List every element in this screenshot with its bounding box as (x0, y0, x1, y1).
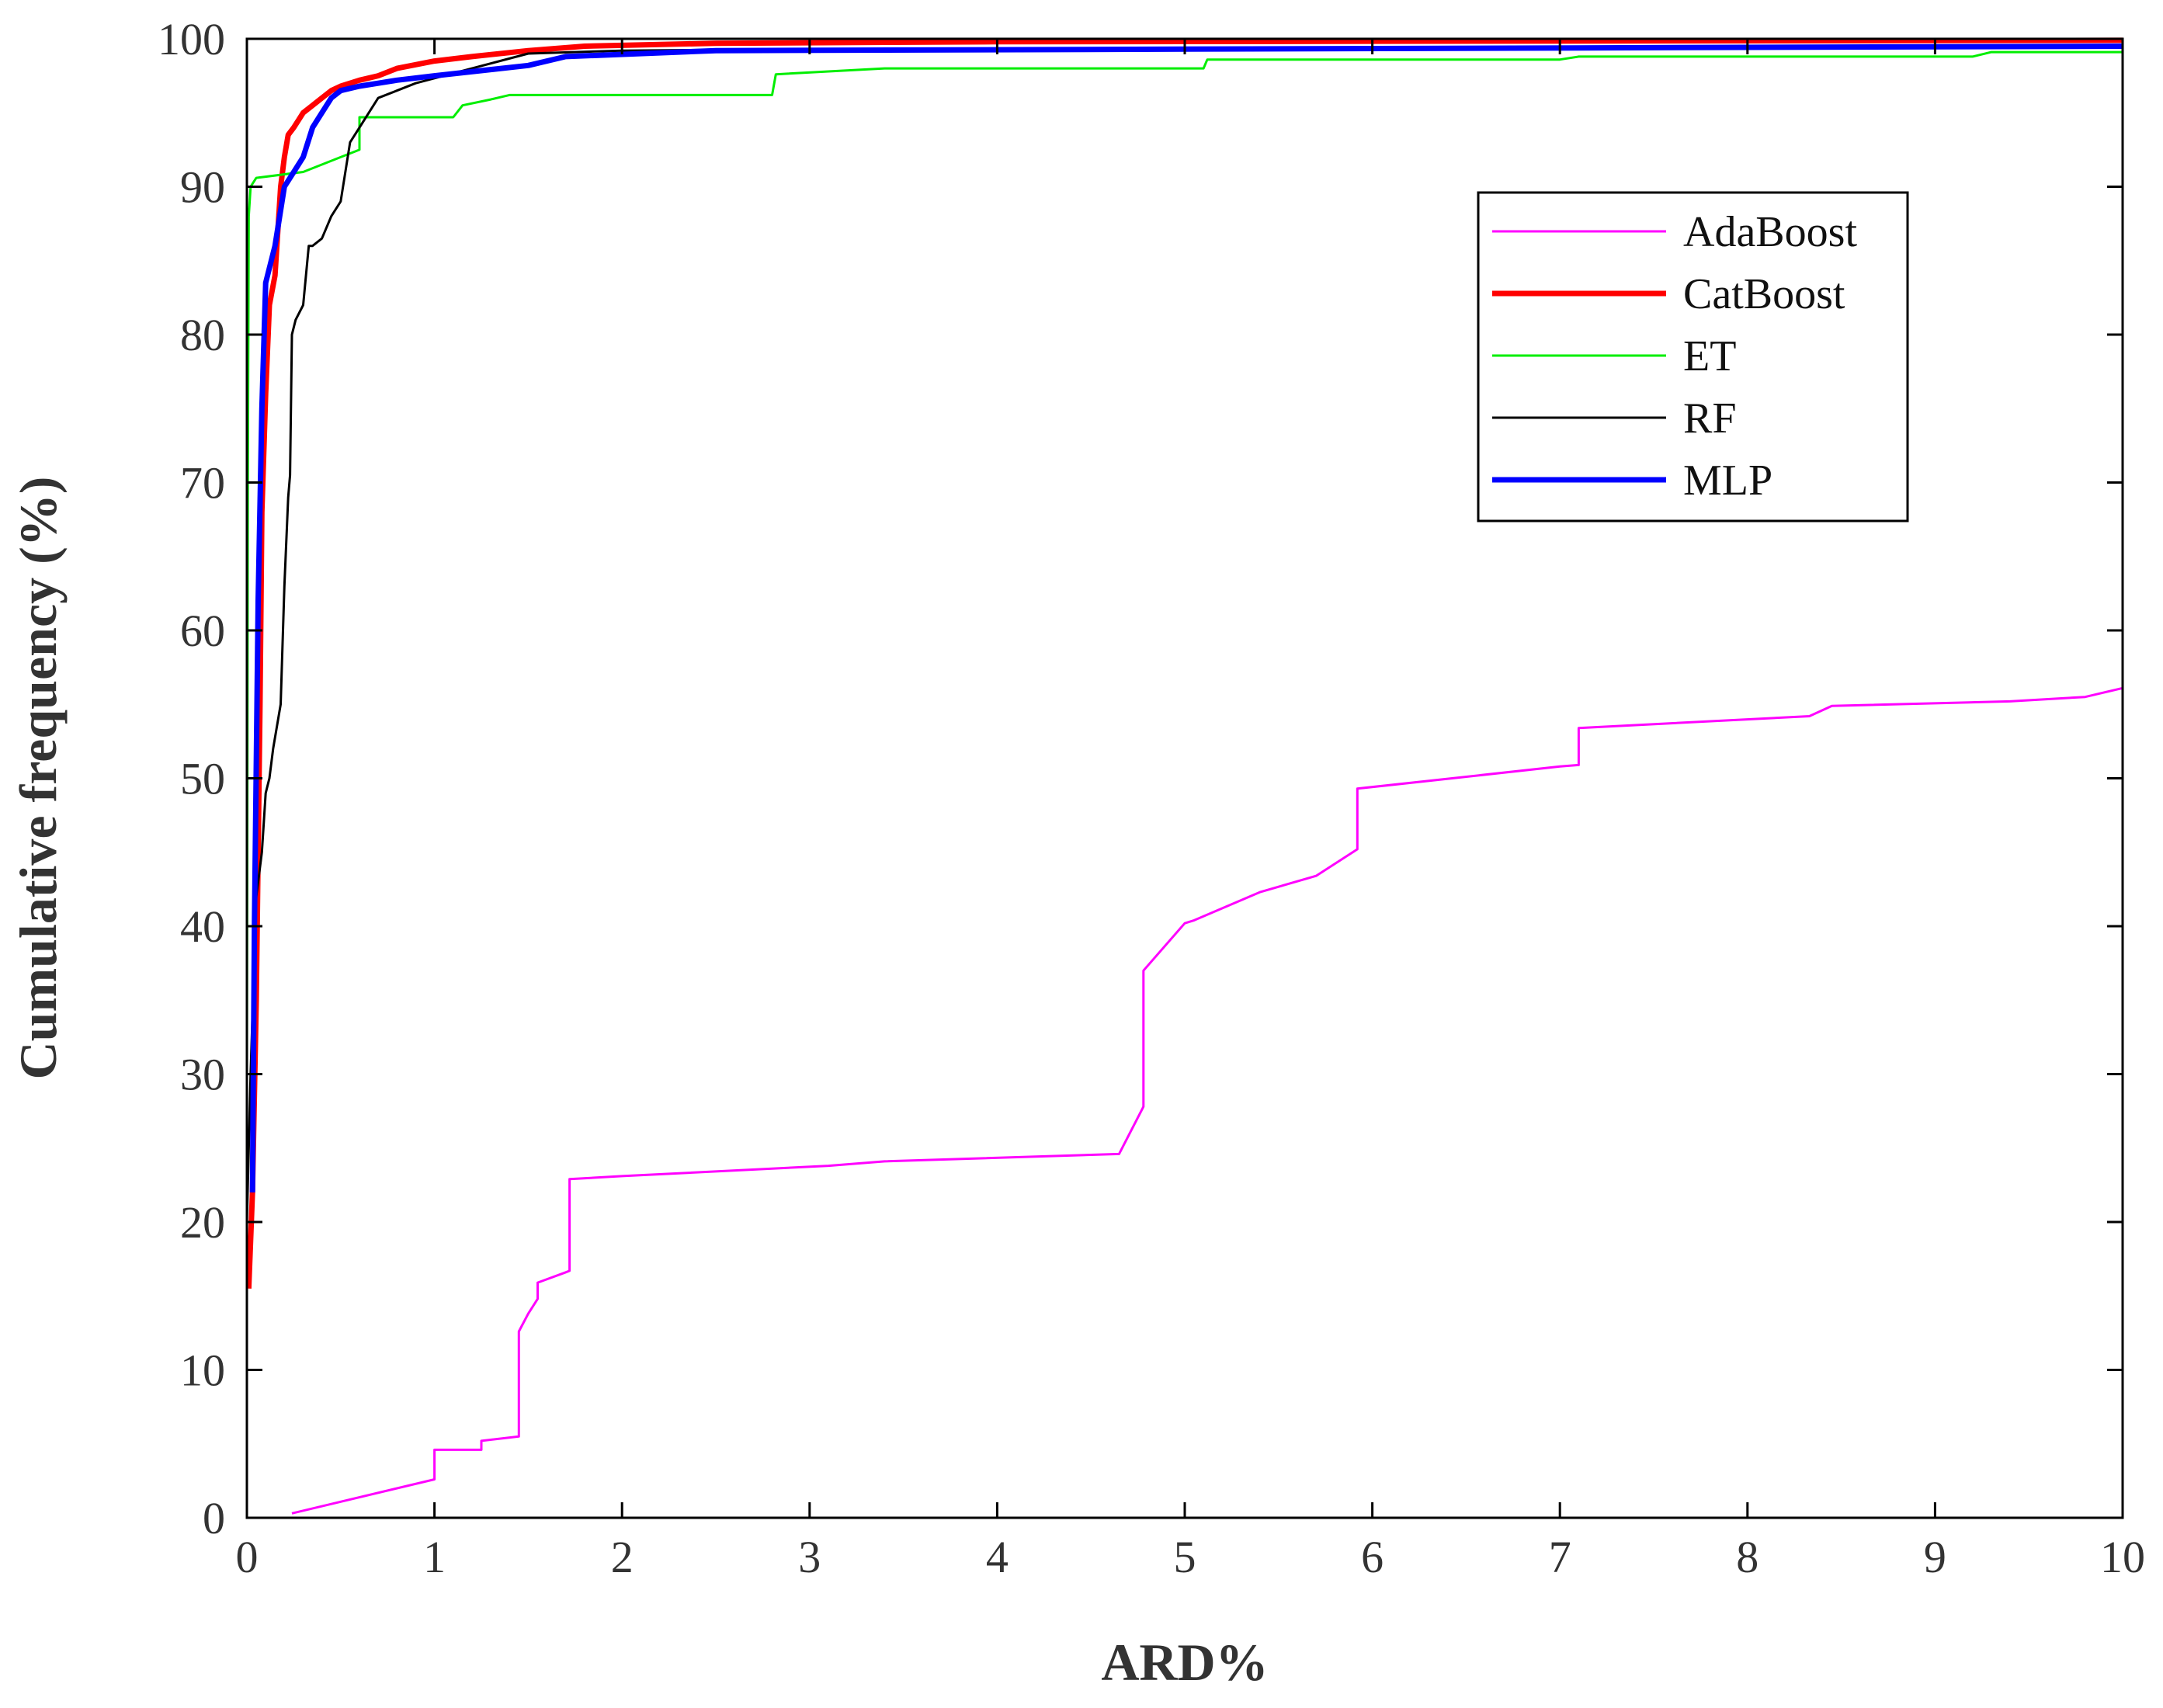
y-tick-label: 70 (180, 458, 225, 509)
legend-label-catboost: CatBoost (1683, 270, 1845, 318)
y-axis-label: Cumulative frequency (%) (9, 477, 68, 1080)
y-tick-label: 10 (180, 1345, 225, 1396)
x-tick-label: 7 (1549, 1532, 1571, 1582)
x-tick-label: 6 (1361, 1532, 1384, 1582)
series-layer (245, 37, 2123, 1515)
legend-label-et: ET (1683, 332, 1736, 380)
x-tick-label: 0 (236, 1532, 259, 1582)
x-tick-label: 2 (611, 1532, 634, 1582)
series-line-et (245, 50, 2123, 1074)
legend: AdaBoost CatBoost ET RF MLP (1477, 191, 1909, 522)
x-axis-label: ARD% (1101, 1633, 1268, 1692)
y-tick-label: 80 (180, 310, 225, 360)
y-tick-label: 40 (180, 901, 225, 952)
y-tick-label: 30 (180, 1050, 225, 1100)
series-line-rf (245, 45, 2123, 1223)
x-tick-label: 5 (1174, 1532, 1196, 1582)
x-tick-label: 9 (1924, 1532, 1946, 1582)
x-tick-label: 1 (423, 1532, 446, 1582)
legend-label-mlp: MLP (1683, 457, 1772, 505)
y-tick-label: 100 (158, 14, 225, 64)
y-tick-label: 50 (180, 754, 225, 804)
legend-label-adaboost: AdaBoost (1683, 208, 1857, 256)
legend-label-rf: RF (1683, 394, 1737, 443)
x-tick-label: 4 (986, 1532, 1009, 1582)
series-line-mlp (249, 43, 2123, 1192)
y-tick-label: 20 (180, 1197, 225, 1248)
y-tick-label: 90 (180, 162, 225, 213)
plot-frame (245, 37, 2124, 1519)
x-tick-label: 8 (1736, 1532, 1759, 1582)
series-line-adaboost (291, 686, 2123, 1515)
y-tick-label: 0 (203, 1493, 225, 1543)
y-tick-label: 60 (180, 606, 225, 656)
x-tick-label: 3 (798, 1532, 821, 1582)
x-tick-label: 10 (2100, 1532, 2145, 1582)
